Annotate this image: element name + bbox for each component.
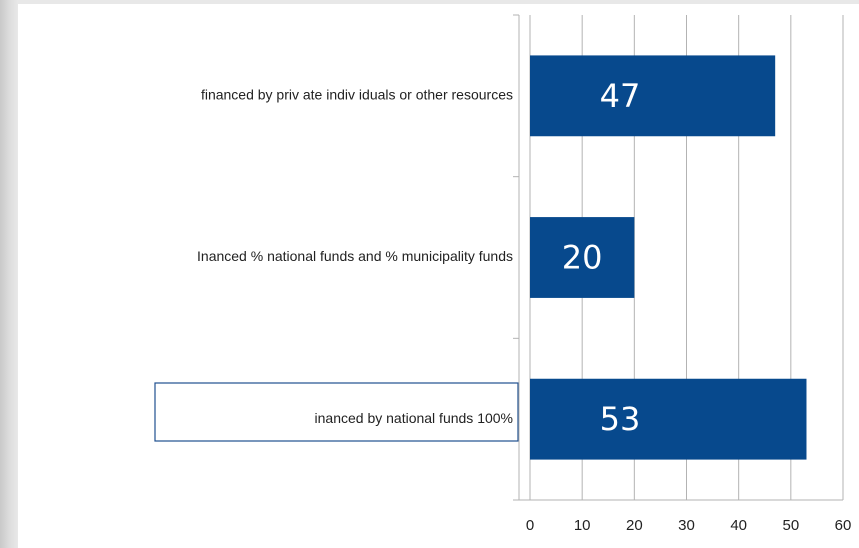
- bar: [530, 378, 807, 460]
- x-tick-label: 40: [730, 517, 747, 534]
- x-tick-label: 0: [526, 517, 534, 534]
- x-tick-label: 10: [574, 517, 591, 534]
- data-label: 20: [562, 239, 603, 277]
- y-tick-label: Inanced % national funds and % municipal…: [197, 248, 513, 264]
- x-tick-label: 50: [782, 517, 799, 534]
- bar: [530, 55, 776, 137]
- bar: [530, 217, 635, 298]
- y-tick-label: inanced by national funds 100%: [315, 410, 513, 426]
- y-tick-label: financed by priv ate indiv iduals or oth…: [201, 87, 513, 103]
- data-label: 47: [600, 77, 641, 115]
- x-tick-label: 30: [678, 517, 695, 534]
- data-label: 53: [600, 400, 641, 438]
- x-tick-label: 20: [626, 517, 643, 534]
- selection-box: [154, 382, 519, 442]
- x-tick-label: 60: [835, 517, 852, 534]
